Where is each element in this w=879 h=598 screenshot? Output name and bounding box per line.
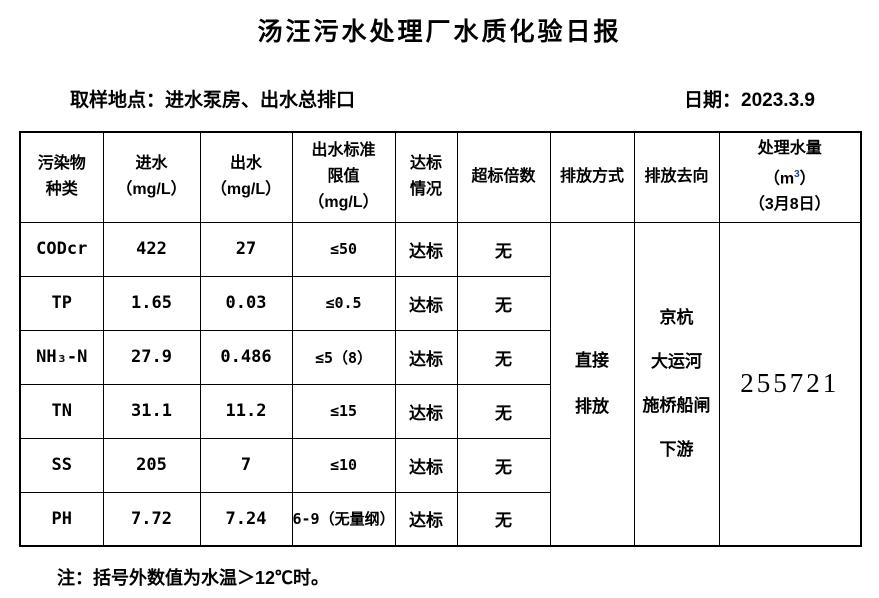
cell-influent: 31.1 — [102, 383, 201, 439]
cell-pollutant: TP — [19, 275, 104, 331]
cell-limit: ≤50 — [291, 221, 396, 277]
col-header-effluent: 出水 （mg/L） — [199, 131, 293, 223]
cell-exceed: 无 — [456, 437, 551, 493]
cell-exceed: 无 — [456, 383, 551, 439]
table-row-tp: TP 1.65 0.03 ≤0.5 达标 无 — [19, 275, 861, 331]
cell-limit: ≤0.5 — [291, 275, 396, 331]
col-header-compliance: 达标 情况 — [394, 131, 458, 223]
volume-date: （3月8日） — [748, 196, 831, 214]
table-row-ph: PH 7.72 7.24 6-9（无量纲） 达标 无 — [19, 491, 861, 547]
cell-influent: 7.72 — [102, 491, 201, 547]
cell-exceed: 无 — [456, 221, 551, 277]
col-header-discharge-method: 排放方式 — [549, 131, 635, 223]
col-header-pollutant: 污染物 种类 — [19, 131, 104, 223]
col-header-exceed-ratio: 超标倍数 — [456, 131, 551, 223]
table-row-codcr: CODcr 422 27 ≤50 达标 无 直接 排放 京杭 大运河 施桥船闸 … — [19, 221, 862, 547]
cell-pollutant: TN — [19, 383, 104, 439]
table-header-row: 污染物 种类 进水 （mg/L） 出水 （mg/L） 出水标准 限值 （mg/L… — [19, 131, 862, 223]
page-title: 汤汪污水处理厂水质化验日报 — [257, 18, 622, 46]
cell-effluent: 0.03 — [199, 275, 293, 331]
cell-discharge-destination: 京杭 大运河 施桥船闸 下游 — [633, 221, 720, 547]
col-header-volume: 处理水量 （m3） （3月8日） — [718, 131, 862, 223]
cell-compliance: 达标 — [394, 383, 458, 439]
cell-influent: 422 — [102, 221, 201, 277]
cell-compliance: 达标 — [394, 329, 458, 385]
cell-treated-volume: 255721 — [718, 221, 862, 547]
cell-limit: 6-9（无量纲） — [291, 491, 396, 547]
cubic-meter-superscript: 3 — [794, 169, 800, 181]
cell-limit: ≤5（8） — [291, 329, 396, 385]
cell-effluent: 27 — [199, 221, 293, 277]
cell-discharge-method: 直接 排放 — [549, 221, 635, 547]
cell-pollutant: CODcr — [19, 221, 104, 277]
col-header-limit: 出水标准 限值 （mg/L） — [291, 131, 396, 223]
sampling-location: 取样地点：进水泵房、出水总排口 — [70, 90, 356, 111]
cell-exceed: 无 — [456, 329, 551, 385]
cell-pollutant: PH — [19, 491, 104, 547]
cell-pollutant: SS — [19, 437, 104, 493]
cell-influent: 27.9 — [102, 329, 201, 385]
cell-limit: ≤10 — [291, 437, 396, 493]
water-quality-table: 污染物 种类 进水 （mg/L） 出水 （mg/L） 出水标准 限值 （mg/L… — [19, 131, 862, 547]
cell-effluent: 0.486 — [199, 329, 293, 385]
meta-row: 取样地点：进水泵房、出水总排口 日期：2023.3.9 — [0, 90, 879, 112]
footnote: 注：括号外数值为水温＞12℃时。 — [57, 568, 330, 588]
cell-exceed: 无 — [456, 491, 551, 547]
cell-effluent: 7 — [199, 437, 293, 493]
cell-compliance: 达标 — [394, 437, 458, 493]
cell-exceed: 无 — [456, 275, 551, 331]
cell-influent: 1.65 — [102, 275, 201, 331]
report-date: 日期：2023.3.9 — [684, 90, 815, 111]
cell-pollutant: NH₃-N — [19, 329, 104, 385]
cell-compliance: 达标 — [394, 491, 458, 547]
cell-compliance: 达标 — [394, 275, 458, 331]
table-row-nh3n: NH₃-N 27.9 0.486 ≤5（8） 达标 无 — [19, 329, 861, 385]
cell-effluent: 7.24 — [199, 491, 293, 547]
cell-effluent: 11.2 — [199, 383, 293, 439]
cell-influent: 205 — [102, 437, 201, 493]
col-header-influent: 进水 （mg/L） — [102, 131, 201, 223]
cell-compliance: 达标 — [394, 221, 458, 277]
col-header-discharge-destination: 排放去向 — [633, 131, 720, 223]
cell-limit: ≤15 — [291, 383, 396, 439]
